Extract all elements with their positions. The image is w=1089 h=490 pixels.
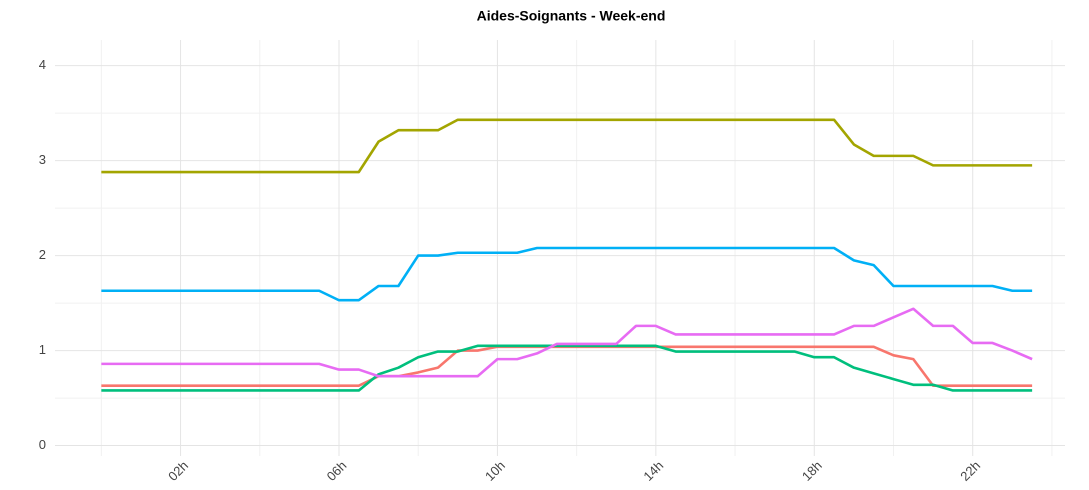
y-tick-label: 4 [39, 57, 46, 72]
chart-title: Aides-Soignants - Week-end [477, 8, 666, 24]
y-tick-label: 0 [39, 437, 46, 452]
y-tick-label: 2 [39, 247, 46, 262]
series-line [101, 246, 1033, 302]
series-line [101, 118, 1033, 174]
x-tick-label: 18h [799, 458, 825, 484]
x-tick-label: 02h [165, 458, 191, 484]
x-tick-label: 10h [482, 458, 508, 484]
y-tick-label: 3 [39, 152, 46, 167]
series-line [101, 307, 1033, 378]
y-tick-label: 1 [39, 342, 46, 357]
x-tick-label: 22h [957, 458, 983, 484]
series-line [101, 344, 1033, 392]
x-tick-label: 14h [640, 458, 666, 484]
x-tick-label: 06h [324, 458, 350, 484]
